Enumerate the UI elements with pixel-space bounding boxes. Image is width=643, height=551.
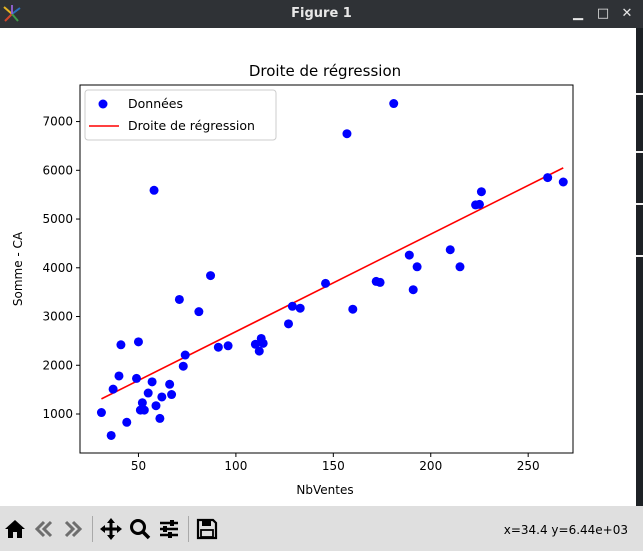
- y-axis-label: Somme - CA: [11, 231, 25, 306]
- data-point: [206, 271, 216, 281]
- x-tick-label: 50: [131, 459, 146, 473]
- data-point: [143, 388, 153, 398]
- data-point: [149, 185, 159, 195]
- data-point: [114, 371, 124, 381]
- y-tick-label: 3000: [42, 310, 73, 324]
- forward-arrow-icon[interactable]: [61, 517, 85, 541]
- data-point: [287, 301, 297, 311]
- data-point: [155, 413, 165, 423]
- data-point: [342, 129, 352, 139]
- scatter-chart: Droite de régression 50 100 150 200 250 1000…: [11, 62, 574, 497]
- data-point: [476, 187, 486, 197]
- window-title: Figure 1: [291, 6, 352, 21]
- y-tick-label: 5000: [42, 212, 73, 226]
- save-icon[interactable]: [195, 517, 219, 541]
- data-point: [167, 390, 177, 400]
- data-point: [108, 384, 118, 394]
- data-point: [295, 303, 305, 313]
- data-point: [445, 245, 455, 255]
- data-point: [558, 177, 568, 187]
- data-point: [147, 377, 157, 387]
- data-point: [178, 361, 188, 371]
- legend: Données Droite de régression: [84, 89, 277, 141]
- data-point: [250, 339, 260, 349]
- y-axis-ticks: 1000 2000 3000 4000 5000 6000 7000: [42, 115, 80, 421]
- data-point: [132, 373, 142, 383]
- navigation-toolbar: x=34.4 y=6.44e+03: [0, 506, 643, 551]
- data-point: [389, 99, 399, 109]
- x-tick-label: 200: [419, 459, 442, 473]
- configure-subplots-icon[interactable]: [157, 517, 181, 541]
- data-point: [133, 337, 143, 347]
- data-points: [96, 99, 568, 440]
- data-point: [165, 379, 175, 389]
- data-point: [412, 262, 422, 272]
- legend-label-data: Données: [128, 96, 183, 111]
- data-point: [122, 417, 132, 427]
- legend-marker-data: [98, 99, 108, 109]
- y-tick-label: 1000: [42, 407, 73, 421]
- data-point: [348, 304, 358, 314]
- minimize-button[interactable]: ▁: [573, 6, 583, 21]
- data-point: [116, 340, 126, 350]
- figure-canvas[interactable]: Droite de régression 50 100 150 200 250 1000…: [0, 28, 636, 506]
- y-tick-label: 2000: [42, 358, 73, 372]
- y-tick-label: 6000: [42, 163, 73, 177]
- back-arrow-icon[interactable]: [32, 517, 56, 541]
- plot-area: [79, 84, 574, 454]
- data-point: [137, 398, 147, 408]
- data-point: [96, 408, 106, 418]
- zoom-icon[interactable]: [128, 517, 152, 541]
- data-point: [213, 342, 223, 352]
- y-tick-label: 4000: [42, 261, 73, 275]
- close-button[interactable]: ✕: [621, 6, 633, 21]
- data-point: [258, 338, 268, 348]
- background-window-edge: [636, 28, 643, 506]
- data-point: [180, 350, 190, 360]
- data-point: [194, 307, 204, 317]
- data-point: [157, 392, 167, 402]
- title-bar: Figure 1 ▁ □ ✕: [0, 0, 643, 28]
- data-point: [455, 262, 465, 272]
- data-point: [151, 401, 161, 411]
- data-point: [321, 278, 331, 288]
- x-axis-ticks: 50 100 150 200 250: [131, 453, 540, 473]
- data-point: [139, 405, 149, 415]
- data-point: [223, 341, 233, 351]
- x-axis-label: NbVentes: [296, 483, 353, 497]
- data-point: [474, 199, 484, 209]
- matplotlib-logo-icon: [3, 5, 21, 22]
- data-point: [174, 294, 184, 304]
- maximize-button[interactable]: □: [596, 6, 610, 21]
- data-point: [543, 173, 553, 183]
- coordinate-readout: x=34.4 y=6.44e+03: [503, 523, 628, 537]
- y-tick-label: 7000: [42, 115, 73, 129]
- legend-label-line: Droite de régression: [128, 118, 255, 133]
- x-tick-label: 100: [224, 459, 247, 473]
- x-tick-label: 250: [517, 459, 540, 473]
- data-point: [284, 319, 294, 329]
- data-point: [408, 285, 418, 295]
- data-point: [254, 346, 264, 356]
- data-point: [404, 250, 414, 260]
- pan-icon[interactable]: [99, 517, 123, 541]
- legend-box: [84, 89, 277, 141]
- home-icon[interactable]: [3, 517, 27, 541]
- data-point: [106, 430, 116, 440]
- regression-line: [101, 167, 564, 400]
- chart-title: Droite de régression: [249, 62, 401, 80]
- data-point: [375, 277, 385, 287]
- x-tick-label: 150: [322, 459, 345, 473]
